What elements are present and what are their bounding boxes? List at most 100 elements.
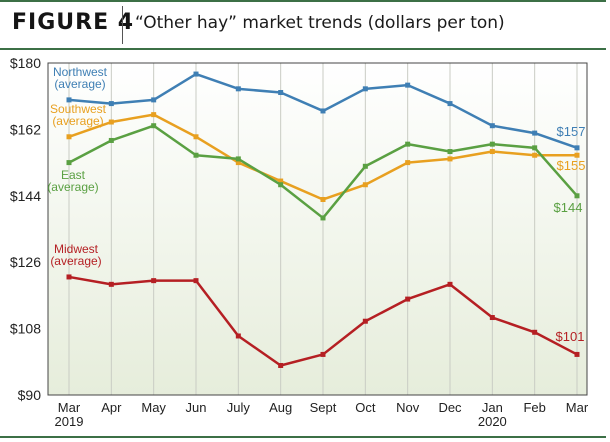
chart-title: “Other hay” market trends (dollars per t… (135, 13, 505, 33)
plot-border (47, 62, 588, 396)
x-year-label: 2019 (55, 414, 84, 429)
y-tick-label: $108 (10, 321, 41, 337)
data-point-northwest (574, 145, 580, 151)
figure-label: FIGURE 4 (12, 10, 135, 35)
series-sublabel-midwest: (average) (50, 254, 101, 268)
data-point-northwest (362, 86, 368, 92)
data-point-southwest (574, 152, 580, 158)
data-point-southwest (405, 160, 411, 166)
data-point-southwest (108, 119, 114, 125)
series-northwest (66, 71, 580, 151)
data-point-east (574, 193, 580, 199)
data-point-southwest (362, 182, 368, 188)
data-point-southwest (193, 134, 199, 140)
data-point-southwest (235, 160, 241, 166)
data-point-east (362, 163, 368, 169)
data-point-northwest (193, 71, 199, 77)
x-tick-label: Feb (523, 400, 545, 415)
data-point-northwest (489, 123, 495, 129)
data-point-east (193, 152, 199, 158)
y-tick-label: $162 (10, 121, 41, 137)
data-point-east (278, 182, 284, 188)
data-point-midwest (447, 281, 453, 287)
header-rule (0, 48, 606, 50)
end-value-midwest: $101 (556, 329, 585, 344)
series-labels: Northwest(average)$157Southwest(average)… (47, 65, 585, 344)
data-point-east (405, 141, 411, 147)
data-point-east (532, 145, 538, 151)
x-tick-label: Sept (310, 400, 337, 415)
header-divider (122, 6, 123, 44)
data-point-northwest (66, 97, 72, 103)
data-point-northwest (320, 108, 326, 114)
series-name-southwest: Southwest (50, 102, 107, 116)
x-tick-label: Oct (355, 400, 376, 415)
data-point-southwest (66, 134, 72, 140)
series-midwest (66, 274, 580, 368)
data-point-midwest (151, 278, 157, 284)
data-point-northwest (108, 101, 114, 107)
data-point-midwest (193, 278, 199, 284)
data-point-midwest (362, 318, 368, 324)
data-point-northwest (447, 101, 453, 107)
end-value-southwest: $155 (557, 158, 586, 173)
x-tick-label: Nov (396, 400, 420, 415)
x-tick-label: Jun (186, 400, 207, 415)
y-tick-label: $144 (10, 188, 41, 204)
data-point-east (108, 137, 114, 143)
data-point-southwest (320, 196, 326, 202)
x-tick-label: Mar (566, 400, 589, 415)
plot-background (48, 63, 587, 395)
x-axis: Mar Apr May Jun July Aug Sept Oct Nov Dec Jan Feb Ma… (55, 400, 589, 429)
data-point-southwest (489, 149, 495, 155)
series-east (66, 123, 580, 221)
data-point-southwest (532, 152, 538, 158)
data-point-east (66, 160, 72, 166)
data-point-midwest (108, 281, 114, 287)
y-tick-label: $180 (10, 55, 41, 71)
data-point-east (151, 123, 157, 129)
data-point-midwest (235, 333, 241, 339)
data-point-midwest (574, 351, 580, 357)
data-point-southwest (151, 112, 157, 118)
data-point-northwest (532, 130, 538, 136)
data-point-midwest (278, 362, 284, 368)
x-tick-label: Aug (269, 400, 292, 415)
end-value-east: $144 (554, 200, 583, 215)
top-rule (0, 0, 606, 2)
series-name-east: East (61, 168, 86, 182)
series-southwest (66, 112, 580, 202)
series-name-northwest: Northwest (53, 65, 108, 79)
series-sublabel-southwest: (average) (52, 114, 103, 128)
data-point-east (489, 141, 495, 147)
x-tick-label: Jan (482, 400, 503, 415)
x-tick-label: May (141, 400, 166, 415)
data-point-midwest (532, 329, 538, 335)
y-tick-label: $90 (18, 387, 42, 403)
x-year-label: 2020 (478, 414, 507, 429)
data-point-southwest (447, 156, 453, 162)
data-point-midwest (66, 274, 72, 280)
data-point-northwest (405, 82, 411, 88)
data-point-northwest (151, 97, 157, 103)
y-tick-label: $126 (10, 254, 41, 270)
data-point-midwest (405, 296, 411, 302)
data-point-midwest (320, 351, 326, 357)
series-sublabel-east: (average) (47, 180, 98, 194)
series-name-midwest: Midwest (54, 242, 99, 256)
series-sublabel-northwest: (average) (54, 77, 105, 91)
data-point-northwest (235, 86, 241, 92)
series-group (66, 71, 580, 368)
y-axis: $180 $162 $144 $126 $108 $90 (10, 55, 41, 403)
data-point-northwest (278, 90, 284, 96)
data-point-east (235, 156, 241, 162)
x-tick-label: Dec (438, 400, 462, 415)
end-value-northwest: $157 (557, 124, 586, 139)
gridlines (68, 63, 578, 395)
x-tick-label: Apr (101, 400, 122, 415)
data-point-midwest (489, 315, 495, 321)
data-point-east (447, 149, 453, 155)
x-tick-label: July (227, 400, 251, 415)
